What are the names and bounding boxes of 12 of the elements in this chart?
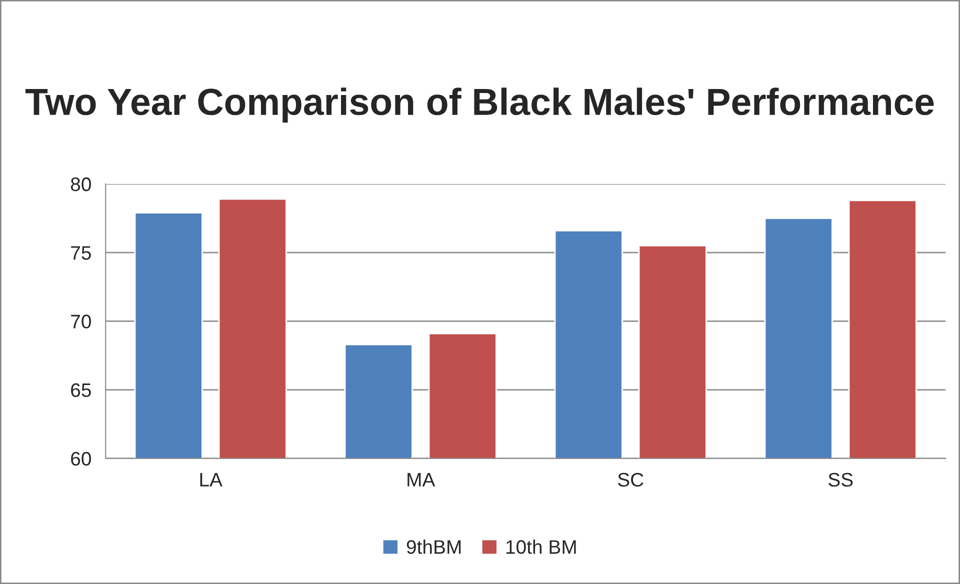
x-tick-label: LA <box>200 473 222 486</box>
x-tick-label: MA <box>408 473 436 486</box>
x-tick-label: SS <box>828 472 853 487</box>
legend-label: 9thBM <box>406 540 461 554</box>
legend-label: 10th BM <box>506 540 576 554</box>
y-tick-label: 80 <box>70 177 91 192</box>
chart-title: Two Year Comparison of Black Males' Performance <box>25 88 934 123</box>
y-tick-label: 75 <box>71 246 91 260</box>
y-tick-label: 70 <box>71 314 91 328</box>
x-tick-label: SC <box>618 472 644 487</box>
y-tick-label: 60 <box>71 452 91 466</box>
y-tick-label: 65 <box>71 383 91 398</box>
